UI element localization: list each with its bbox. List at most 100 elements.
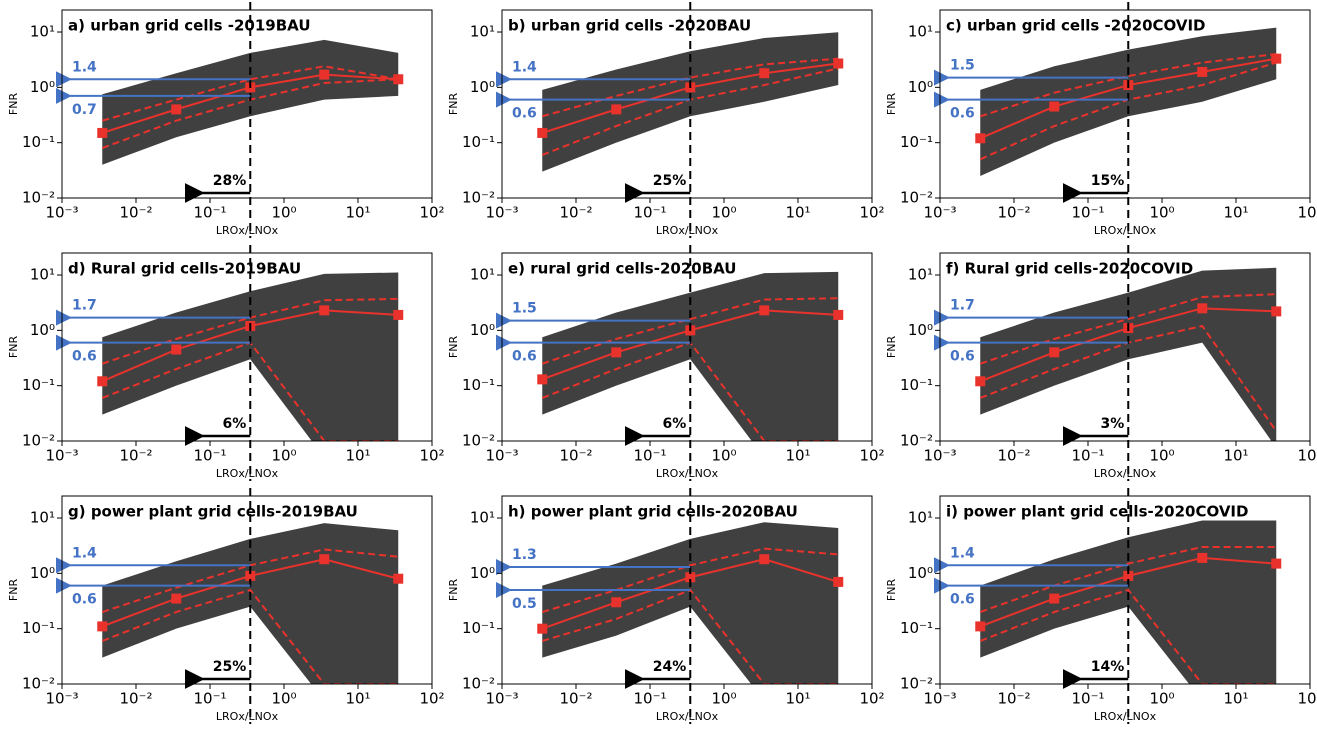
panel-title: a) urban grid cells -2019BAU — [68, 17, 311, 35]
x-tick-label: 10⁻³ — [923, 690, 956, 708]
axes-frame — [939, 252, 1311, 442]
x-tick-label: 10⁻¹ — [193, 204, 226, 222]
median-marker — [245, 570, 256, 581]
fnr-label: 0.6 — [72, 592, 97, 608]
panel: 1.40.625%10⁻³ 10⁻² 10⁻¹ 10⁰ 10¹ 10²10⁻²10⁻¹10… — [7, 488, 445, 724]
y-axis-label: FNR — [885, 579, 898, 602]
y-tick-label: 10⁻¹ — [22, 619, 55, 637]
x-tick-label: 10¹ — [785, 690, 810, 708]
x-tick-label: 10⁻² — [119, 204, 152, 222]
x-tick-label: 10¹ — [785, 204, 810, 222]
median-marker — [171, 593, 182, 604]
x-tick-label: 10⁻¹ — [193, 690, 226, 708]
x-tick-label: 10⁻¹ — [1071, 447, 1104, 465]
median-marker — [1197, 303, 1208, 314]
panel-title: b) urban grid cells -2020BAU — [508, 17, 751, 35]
x-tick-label: 10⁰ — [1149, 447, 1174, 465]
fnr-label: 1.4 — [950, 545, 975, 561]
y-tick-label: 10⁻¹ — [900, 376, 933, 394]
median-marker — [1197, 66, 1208, 77]
median-marker — [1123, 570, 1134, 581]
panel: 1.50.615%10⁻³10⁻²10⁻¹10⁰10¹10²10⁻²10⁻¹10… — [885, 2, 1317, 238]
x-tick-label: 10⁰ — [1149, 204, 1174, 222]
y-tick-label: 10⁻¹ — [462, 376, 495, 394]
fnr-label: 1.5 — [950, 58, 975, 74]
percentile-line — [541, 297, 839, 365]
median-marker — [1049, 347, 1060, 358]
share-label: 6% — [222, 416, 246, 432]
axes-frame — [501, 9, 873, 199]
x-tick-label: 10² — [1297, 204, 1317, 222]
x-tick-label: 10² — [419, 204, 444, 222]
axes-frame — [61, 252, 433, 442]
fnr-label: 1.4 — [72, 59, 97, 75]
median-marker — [759, 305, 770, 316]
panel-title: f) Rural grid cells-2020COVID — [946, 260, 1193, 278]
x-tick-label: 10⁻³ — [485, 447, 518, 465]
x-tick-label: 10¹ — [1223, 447, 1248, 465]
panel: 1.40.728%10⁻³ 10⁻² 10⁻¹ 10⁰ 10¹ 10²10⁻²10⁻¹10… — [7, 2, 445, 238]
y-axis-label: FNR — [447, 93, 460, 116]
y-tick-label: 10¹ — [470, 509, 495, 527]
y-tick-label: 10⁻² — [462, 675, 495, 693]
x-tick-label: 10⁻² — [997, 447, 1030, 465]
median-marker — [1271, 558, 1282, 569]
y-tick-label: 10⁻¹ — [900, 619, 933, 637]
x-tick-label: 10⁻³ — [923, 447, 956, 465]
axes-frame — [61, 495, 433, 685]
x-tick-label: 10⁰ — [271, 447, 296, 465]
y-axis-label: FNR — [447, 579, 460, 602]
y-tick-label: 10⁻¹ — [22, 133, 55, 151]
fnr-label: 0.6 — [512, 106, 537, 122]
x-axis-label: LROx/LNOx — [216, 710, 279, 723]
y-tick-label: 10⁻² — [462, 432, 495, 450]
x-tick-label: 10¹ — [1223, 690, 1248, 708]
y-tick-label: 10¹ — [470, 266, 495, 284]
y-tick-label: 10¹ — [908, 266, 933, 284]
x-tick-label: 10¹ — [785, 447, 810, 465]
x-tick-label: 10¹ — [1223, 204, 1248, 222]
x-axis-label: LROx/LNOx — [1094, 224, 1157, 237]
median-marker — [1197, 552, 1208, 563]
x-axis-label: LROx/LNOx — [656, 467, 719, 480]
panel: 1.30.524%10⁻³ 10⁻² 10⁻¹ 10⁰ 10¹ 10²10⁻²10⁻¹10… — [447, 488, 885, 724]
median-marker — [759, 68, 770, 79]
plot — [97, 523, 404, 684]
y-tick-label: 10⁻¹ — [900, 133, 933, 151]
y-axis-label: FNR — [7, 93, 20, 116]
x-tick-label: 10² — [1297, 447, 1317, 465]
panel-title: d) Rural grid cells-2019BAU — [68, 260, 301, 278]
y-tick-label: 10⁰ — [470, 564, 495, 582]
share-label: 15% — [1091, 173, 1125, 189]
y-tick-label: 10⁰ — [470, 321, 495, 339]
x-tick-label: 10² — [419, 690, 444, 708]
x-tick-label: 10⁻³ — [45, 204, 78, 222]
fnr-label: 0.6 — [512, 349, 537, 365]
fnr-label: 0.7 — [72, 102, 97, 118]
share-label: 24% — [653, 659, 687, 675]
median-marker — [393, 309, 404, 320]
panel: 1.50.66%10⁻³ 10⁻² 10⁻¹ 10⁰ 10¹ 10²10⁻²10⁻¹10⁰… — [447, 245, 885, 481]
x-tick-label: 10⁻³ — [923, 204, 956, 222]
x-axis-label: LROx/LNOx — [216, 224, 279, 237]
axes-frame — [501, 252, 873, 442]
median-marker — [833, 58, 844, 69]
y-axis-label: FNR — [885, 93, 898, 116]
x-tick-label: 10⁰ — [271, 690, 296, 708]
panel: 1.40.614%10⁻³10⁻²10⁻¹10⁰10¹10²10⁻²10⁻¹10… — [885, 488, 1317, 724]
x-tick-label: 10¹ — [345, 204, 370, 222]
median-marker — [833, 576, 844, 587]
percentile-line — [541, 547, 839, 613]
x-tick-label: 10⁻¹ — [1071, 690, 1104, 708]
y-tick-label: 10⁰ — [908, 321, 933, 339]
x-tick-label: 10⁻¹ — [633, 690, 666, 708]
percentile-line — [101, 65, 399, 122]
panel: 1.70.66%10⁻³ 10⁻² 10⁻¹ 10⁰ 10¹ 10²10⁻²10⁻¹10⁰… — [7, 245, 445, 481]
y-tick-label: 10⁻² — [462, 189, 495, 207]
share-label: 3% — [1100, 416, 1124, 432]
x-tick-label: 10² — [1297, 690, 1317, 708]
x-tick-label: 10⁻³ — [45, 447, 78, 465]
panel: 1.40.625%10⁻³ 10⁻² 10⁻¹ 10⁰ 10¹ 10²10⁻²10⁻¹10… — [447, 2, 885, 238]
axes-frame — [939, 9, 1311, 199]
median-marker — [319, 554, 330, 565]
